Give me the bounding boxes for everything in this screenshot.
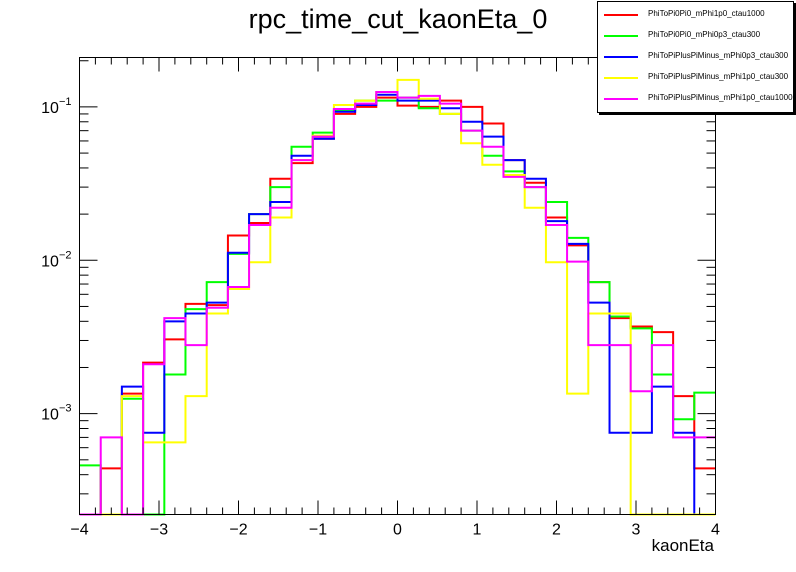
series-line-3 (79, 78, 716, 516)
legend-swatch (604, 77, 638, 79)
legend-entry: PhiToPiPlusPiMinus_mPhi0p3_ctau300 (598, 47, 793, 67)
chart-title: rpc_time_cut_kaonEta_0 (248, 4, 548, 34)
series-line-1 (79, 96, 716, 516)
series-line-2 (79, 93, 716, 516)
x-axis-label: kaonEta (651, 536, 714, 555)
y-tick-label: 10−3 (41, 403, 71, 424)
legend-swatch (604, 56, 638, 58)
legend-swatch (604, 35, 638, 37)
x-tick-label: −1 (309, 522, 327, 539)
legend-swatch (604, 98, 638, 100)
legend-label: PhiToPiPlusPiMinus_mPhi1p0_ctau1000 (648, 93, 793, 102)
x-tick-label: −4 (70, 522, 88, 539)
x-tick-label: −3 (150, 522, 168, 539)
y-tick-label: 10−2 (41, 249, 71, 270)
plot-frame (79, 57, 716, 515)
series-layer (79, 78, 716, 516)
legend-label: PhiToPiPlusPiMinus_mPhi0p3_ctau300 (648, 51, 789, 60)
legend-label: PhiToPi0Pi0_mPhi0p3_ctau300 (648, 30, 761, 39)
legend-entry: PhiToPi0Pi0_mPhi0p3_ctau300 (598, 26, 793, 46)
legend-entry: PhiToPiPlusPiMinus_mPhi1p0_ctau300 (598, 68, 793, 88)
series-line-4 (79, 91, 716, 516)
axis-layer: −4 −3 −2 −1 0 1 2 3 4 10−3 10−2 10−1 (41, 57, 720, 539)
x-tick-label: 1 (473, 522, 482, 539)
legend-entry: PhiToPiPlusPiMinus_mPhi1p0_ctau1000 (598, 89, 793, 109)
y-tick-label: 10−1 (41, 96, 71, 117)
legend-label: PhiToPiPlusPiMinus_mPhi1p0_ctau300 (648, 72, 789, 81)
legend: PhiToPi0Pi0_mPhi1p0_ctau1000 PhiToPi0Pi0_… (597, 1, 794, 113)
legend-label: PhiToPi0Pi0_mPhi1p0_ctau1000 (648, 9, 765, 18)
x-tick-label: −2 (229, 522, 247, 539)
x-tick-label: 4 (711, 522, 720, 539)
x-tick-label: 2 (552, 522, 561, 539)
x-tick-label: 3 (632, 522, 641, 539)
series-line-0 (79, 96, 716, 516)
legend-swatch (604, 14, 638, 16)
legend-entry: PhiToPi0Pi0_mPhi1p0_ctau1000 (598, 5, 793, 25)
x-tick-label: 0 (393, 522, 402, 539)
